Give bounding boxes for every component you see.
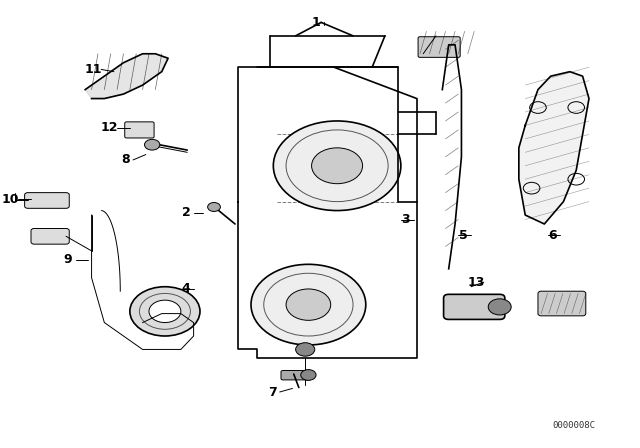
Text: 11: 11 <box>84 63 102 76</box>
Circle shape <box>301 370 316 380</box>
FancyBboxPatch shape <box>125 122 154 138</box>
Text: 13: 13 <box>467 276 484 289</box>
Circle shape <box>207 202 220 211</box>
Text: 2: 2 <box>182 206 190 220</box>
Circle shape <box>488 299 511 315</box>
FancyBboxPatch shape <box>281 370 310 380</box>
Text: 12: 12 <box>100 121 118 134</box>
FancyBboxPatch shape <box>418 37 460 57</box>
FancyBboxPatch shape <box>444 294 505 319</box>
Text: 6: 6 <box>548 228 557 242</box>
Text: 0000008C: 0000008C <box>552 421 595 430</box>
Circle shape <box>149 300 181 323</box>
Text: 3: 3 <box>402 213 410 226</box>
Text: 9: 9 <box>63 253 72 267</box>
Circle shape <box>251 264 366 345</box>
Text: 7: 7 <box>268 385 276 399</box>
Text: 10: 10 <box>2 193 19 206</box>
Text: 1: 1 <box>312 16 321 29</box>
Circle shape <box>145 139 160 150</box>
Polygon shape <box>85 54 168 99</box>
Circle shape <box>130 287 200 336</box>
Circle shape <box>296 343 315 356</box>
Text: 5: 5 <box>459 228 468 242</box>
Text: 8: 8 <box>121 153 130 167</box>
Circle shape <box>312 148 363 184</box>
FancyBboxPatch shape <box>538 291 586 316</box>
FancyBboxPatch shape <box>24 193 69 208</box>
Polygon shape <box>519 72 589 224</box>
Circle shape <box>273 121 401 211</box>
FancyBboxPatch shape <box>31 228 69 244</box>
Text: 4: 4 <box>182 282 190 296</box>
Circle shape <box>286 289 331 320</box>
